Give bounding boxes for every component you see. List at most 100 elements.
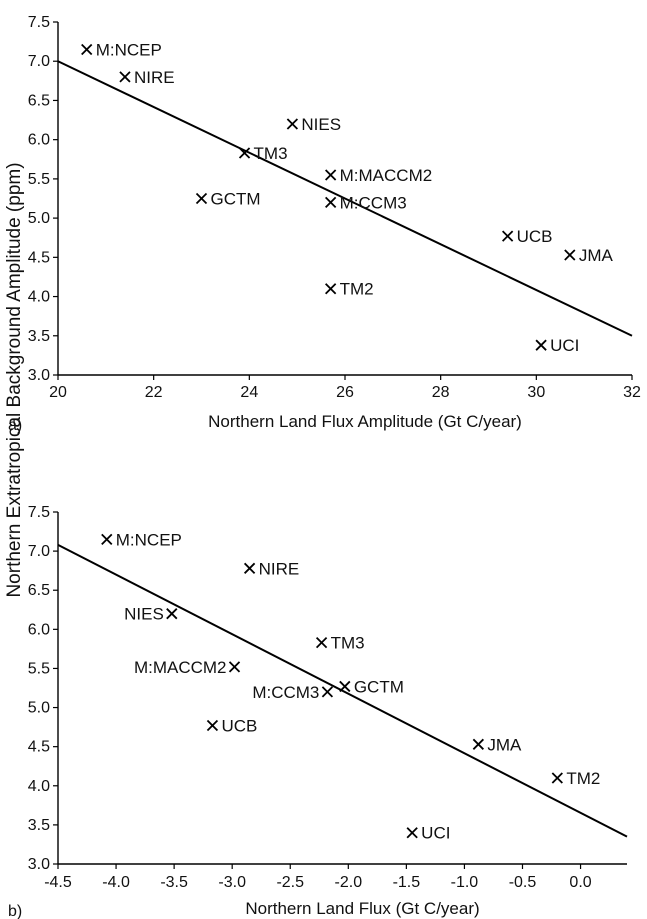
chart-1-point-marker	[206, 719, 219, 732]
chart-0-point-label-uci: UCI	[550, 336, 579, 355]
chart-0-point-label-m-ncep: M:NCEP	[96, 40, 162, 59]
chart-1-point-label-m-ncep: M:NCEP	[116, 530, 182, 549]
chart-0-point-nire	[119, 71, 131, 83]
chart-0-point-label-ucb: UCB	[517, 227, 553, 246]
chart-0-point-gctm	[195, 192, 208, 205]
chart-1-point-marker	[101, 533, 113, 546]
chart-panel-a: 3.0 3.5 4.0 4.5 5.0 5.5 6.0 6.5 7.0 7.5 20 22 24 26 28…	[8, 14, 641, 434]
chart-0-point-marker	[195, 192, 208, 205]
chart-0-point-label-jma: JMA	[579, 246, 614, 265]
chart-0-point-label-m-ccm3: M:CCM3	[340, 193, 407, 212]
chart-1-y-tick-label: 6.0	[28, 621, 50, 638]
chart-0-y-tick-label: 7.5	[28, 14, 50, 31]
chart-0-point-label-nire: NIRE	[134, 68, 175, 87]
chart-1-x-tick-label: 0.0	[569, 874, 591, 891]
chart-1-point-label-nire: NIRE	[259, 559, 300, 578]
chart-1-point-m-ncep	[101, 533, 113, 546]
chart-1-y-tick-label: 6.5	[28, 582, 50, 599]
chart-0-point-m-ccm3	[325, 196, 337, 209]
chart-0-y-tick-label: 4.5	[28, 249, 50, 266]
chart-1-point-label-tm2: TM2	[566, 769, 600, 788]
chart-1-point-label-m-maccm2: M:MACCM2	[134, 658, 227, 677]
chart-0-point-marker	[119, 71, 131, 83]
chart-panel-b: 3.0 3.5 4.0 4.5 5.0 5.5 6.0 6.5 7.0 7.5 -4.5 -4.0 -3…	[8, 504, 628, 919]
chart-0-point-nies	[286, 118, 299, 130]
chart-1-panel-label: b)	[8, 903, 22, 919]
chart-1-point-label-nies: NIES	[124, 605, 164, 624]
chart-1-y-tick-label: 7.0	[28, 543, 50, 560]
chart-1-point-m-maccm2	[228, 661, 241, 673]
chart-1-point-marker	[321, 686, 334, 698]
chart-0-x-tick-label: 22	[145, 384, 163, 401]
chart-0-x-axis-label: Northern Land Flux Amplitude (Gt C/year)	[208, 412, 522, 431]
chart-0-point-marker	[81, 43, 93, 56]
chart-1-x-tick-label: -1.5	[393, 874, 421, 891]
chart-0-point-m-ncep	[81, 43, 93, 56]
chart-0-x-tick-label: 32	[623, 384, 641, 401]
shared-y-axis-label: Northern Extratropical Background Amplit…	[4, 162, 25, 597]
chart-1-x-tick-label: -2.0	[335, 874, 363, 891]
chart-1-point-nies	[166, 608, 178, 620]
chart-0-panel-label: a)	[8, 417, 22, 434]
chart-0-point-marker	[501, 230, 514, 242]
chart-0-point-marker	[325, 196, 337, 209]
chart-1-x-tick-label: -2.5	[276, 874, 304, 891]
chart-1-y-tick-label: 3.0	[28, 856, 50, 873]
chart-1-y-tick-label: 7.5	[28, 504, 50, 521]
chart-1-point-marker	[228, 661, 241, 673]
chart-1-point-gctm	[339, 680, 351, 693]
chart-0-y-tick-label: 5.0	[28, 210, 50, 227]
chart-1-x-tick-label: -4.0	[102, 874, 130, 891]
chart-1-x-tick-label: -0.5	[509, 874, 537, 891]
chart-0-y-tick-label: 6.0	[28, 132, 50, 149]
chart-0-point-m-maccm2	[325, 169, 337, 181]
chart-0-y-tick-label: 3.5	[28, 328, 50, 345]
chart-0-y-tick-label: 5.5	[28, 171, 50, 188]
chart-1-point-label-m-ccm3: M:CCM3	[252, 683, 319, 702]
chart-0-point-marker	[286, 118, 299, 130]
chart-1-point-marker	[166, 608, 178, 620]
chart-0-point-marker	[535, 339, 547, 351]
chart-0-y-tick-label: 6.5	[28, 92, 50, 109]
chart-0-point-marker	[238, 147, 251, 159]
chart-0-point-label-tm2: TM2	[340, 280, 374, 299]
chart-0-point-label-m-maccm2: M:MACCM2	[340, 166, 433, 185]
chart-0-point-jma	[564, 249, 576, 261]
chart-1-point-nire	[243, 562, 256, 574]
chart-1-point-uci	[406, 827, 418, 839]
chart-1-point-label-jma: JMA	[487, 735, 522, 754]
chart-0-point-marker	[564, 249, 576, 261]
chart-0-point-marker	[325, 169, 337, 181]
chart-1-x-tick-label: -4.5	[44, 874, 72, 891]
chart-0-point-uci	[535, 339, 547, 351]
chart-0-point-ucb	[501, 230, 514, 242]
chart-1-point-ucb	[206, 719, 219, 732]
chart-1-point-marker	[243, 562, 256, 574]
chart-1-x-axis-label: Northern Land Flux (Gt C/year)	[245, 899, 479, 918]
chart-1-point-marker	[339, 680, 351, 693]
chart-1-point-m-ccm3	[321, 686, 334, 698]
chart-0-point-tm3	[238, 147, 251, 159]
chart-0-point-label-tm3: TM3	[254, 144, 288, 163]
chart-1-point-label-uci: UCI	[421, 824, 450, 843]
chart-1-x-tick-label: -3.5	[160, 874, 188, 891]
chart-1-point-tm2	[551, 772, 563, 784]
chart-1-y-tick-label: 5.0	[28, 700, 50, 717]
chart-0-x-tick-label: 26	[336, 384, 354, 401]
chart-0-point-marker	[325, 283, 337, 295]
chart-0-fit-line	[57, 60, 633, 337]
chart-0-y-tick-label: 4.0	[28, 289, 50, 306]
chart-1-x-tick-label: -1.0	[451, 874, 479, 891]
chart-1-point-marker	[315, 636, 328, 649]
chart-0-y-tick-label: 7.0	[28, 53, 50, 70]
chart-1-point-label-ucb: UCB	[221, 717, 257, 736]
chart-0-x-tick-label: 24	[240, 384, 258, 401]
chart-1-point-marker	[551, 772, 563, 784]
chart-0-x-tick-label: 20	[49, 384, 67, 401]
chart-0-y-tick-label: 3.0	[28, 367, 50, 384]
chart-1-point-label-tm3: TM3	[331, 634, 365, 653]
chart-1-point-marker	[472, 738, 484, 750]
chart-1-fit-line	[57, 543, 628, 838]
chart-1-point-jma	[472, 738, 484, 750]
